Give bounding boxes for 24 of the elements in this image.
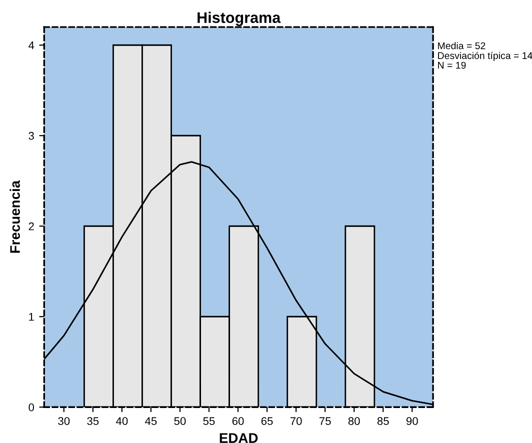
x-tick-label: 90 xyxy=(406,417,418,425)
x-tick-label: 80 xyxy=(348,417,360,425)
text: Media = 52 xyxy=(438,42,486,50)
x-tick-label: 70 xyxy=(290,417,302,425)
y-tick-label: 0 xyxy=(28,403,34,412)
x-tick-label: 50 xyxy=(174,417,186,425)
x-tick-label: 40 xyxy=(116,417,128,425)
x-tick-label: 45 xyxy=(145,417,157,425)
y-tick-label: 1 xyxy=(29,313,34,321)
x-tick-label: 30 xyxy=(58,417,70,425)
x-tick-label: 60 xyxy=(232,417,244,425)
x-tick-label: 55 xyxy=(203,417,215,425)
chart-title: Histograma xyxy=(198,12,281,26)
y-tick-label: 3 xyxy=(28,132,34,140)
x-axis-title: EDAD xyxy=(220,433,258,443)
x-tick-label: 65 xyxy=(261,417,273,425)
x-tick-label: 75 xyxy=(319,417,331,425)
x-tick-label: 35 xyxy=(87,417,99,425)
text: Desviación típica = 14 xyxy=(438,52,532,62)
y-tick-label: 2 xyxy=(28,222,34,230)
y-axis-title: Frecuencia xyxy=(10,180,20,253)
x-tick-label: 85 xyxy=(377,417,389,425)
y-tick-label: 4 xyxy=(28,42,34,50)
text: N = 19 xyxy=(438,62,466,69)
